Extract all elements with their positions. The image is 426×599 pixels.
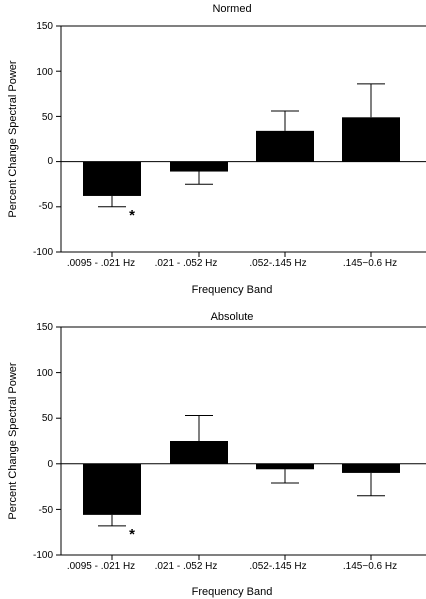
y-tick-label: -100: [33, 247, 53, 258]
category-label: .021 - .052 Hz: [155, 258, 218, 269]
category-label: .052-.145 Hz: [249, 561, 306, 572]
bar: [342, 117, 400, 162]
plot-frame: [60, 326, 426, 556]
y-tick-label: -50: [39, 505, 54, 516]
bar: [342, 463, 400, 473]
category-label: .145−0.6 Hz: [343, 258, 397, 269]
category-label: .0095 - .021 Hz: [67, 258, 135, 269]
y-tick-label: 150: [36, 322, 53, 333]
y-tick-label: 50: [42, 112, 54, 123]
y-tick-label: 0: [47, 156, 53, 167]
bar: [83, 463, 141, 515]
y-tick-label: 100: [36, 67, 53, 78]
category-label: .021 - .052 Hz: [155, 561, 218, 572]
y-axis-label: Percent Change Spectral Power: [7, 60, 19, 217]
chart-title: Absolute: [211, 311, 254, 323]
chart-panel-absolute: Absolute * .0095 - .021 Hz .021 - .052 H…: [7, 311, 426, 598]
bar: [256, 463, 314, 470]
y-tick-label: 100: [36, 368, 53, 379]
plot-area: *: [56, 326, 426, 560]
significance-marker: *: [129, 526, 135, 543]
y-tick-label: -100: [33, 550, 53, 561]
bar: [256, 130, 314, 162]
bar: [170, 161, 228, 172]
y-tick-label: 0: [47, 459, 53, 470]
y-tick-label: -50: [39, 201, 54, 212]
x-axis-label: Frequency Band: [192, 284, 273, 296]
plot-frame: [60, 25, 426, 253]
category-label: .052-.145 Hz: [249, 258, 306, 269]
chart-title: Normed: [212, 3, 251, 15]
y-tick-label: 50: [42, 413, 54, 424]
bar: [170, 441, 228, 464]
significance-marker: *: [129, 207, 135, 224]
category-label: .0095 - .021 Hz: [67, 561, 135, 572]
y-tick-label: 150: [36, 21, 53, 32]
category-label: .145−0.6 Hz: [343, 561, 397, 572]
x-axis-label: Frequency Band: [192, 586, 273, 598]
bar: [83, 161, 141, 196]
y-axis-label: Percent Change Spectral Power: [7, 362, 19, 519]
plot-area: *: [56, 25, 426, 257]
chart-panel-normed: Normed * .0095 - .021 Hz .021 - .052 Hz …: [7, 3, 426, 296]
